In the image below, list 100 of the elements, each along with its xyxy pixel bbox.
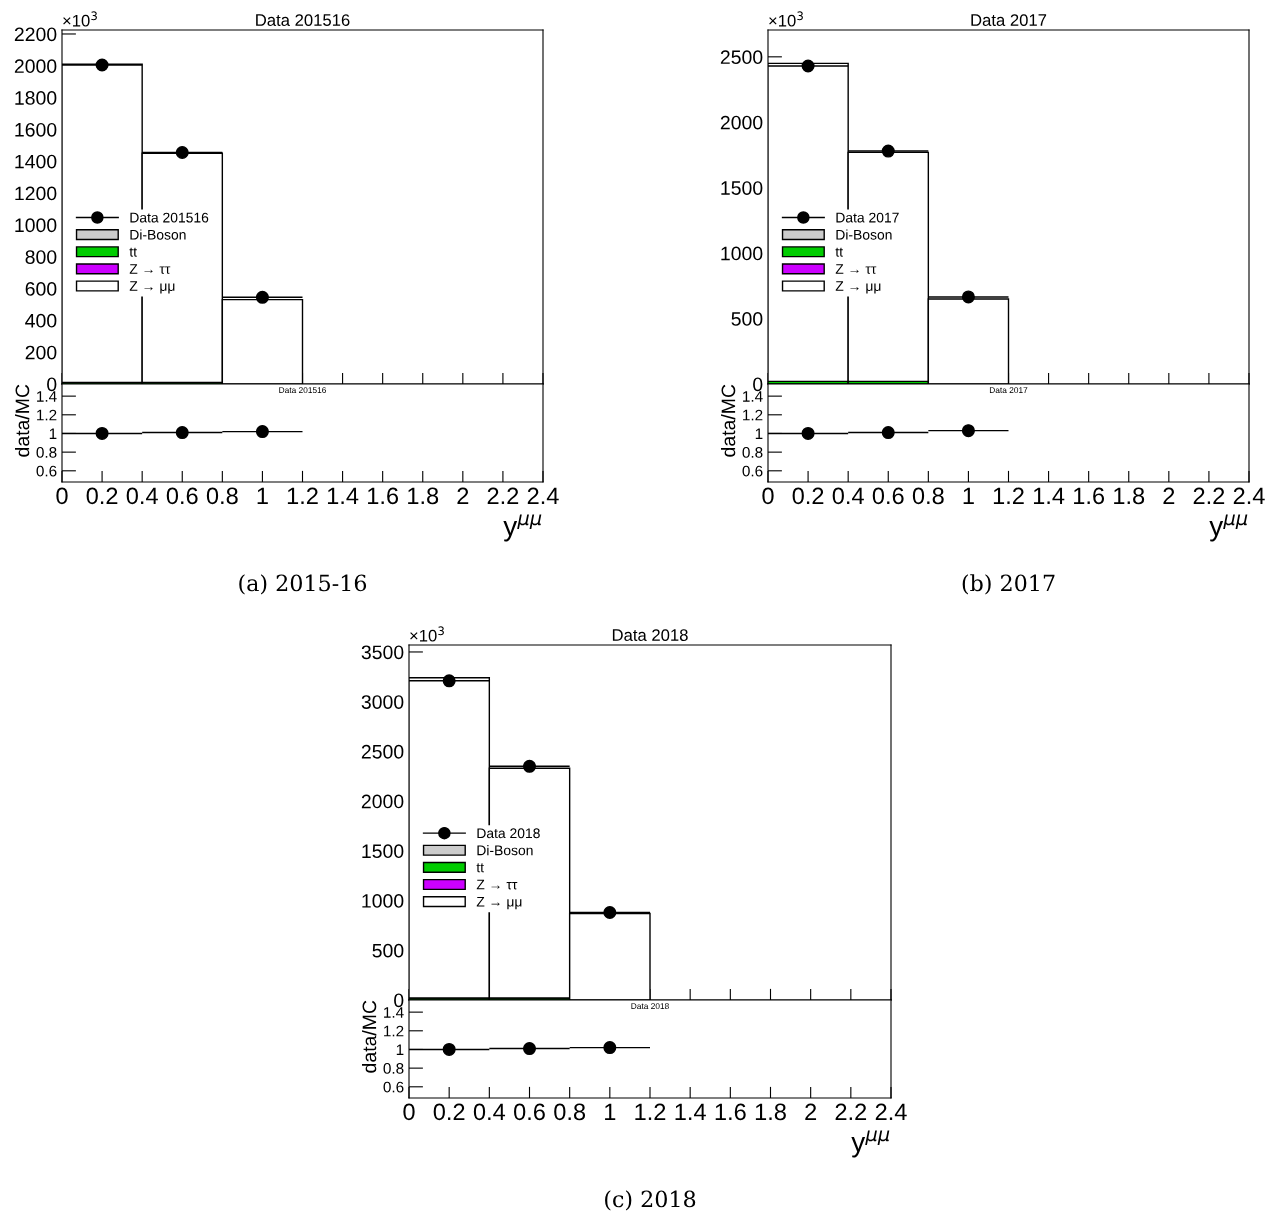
y-tick-label: 3000 bbox=[361, 695, 404, 709]
legend-label: tt bbox=[476, 863, 484, 873]
y-tick-label: 500 bbox=[372, 943, 404, 958]
y-tick-label: 2500 bbox=[720, 50, 763, 65]
x-tick-label: 1.4 bbox=[1033, 487, 1065, 504]
legend-label: Z → μμ bbox=[129, 281, 175, 294]
y-tick-label: 1.2 bbox=[37, 409, 57, 421]
x-tick-label: 1 bbox=[963, 487, 974, 504]
annotation: Data 2017 bbox=[989, 387, 1028, 394]
x-tick-label: 0.2 bbox=[792, 487, 824, 505]
x-tick-label: 0.6 bbox=[166, 487, 198, 505]
text: (a) 2015-16 bbox=[239, 574, 367, 595]
x-tick-label: 2.4 bbox=[527, 487, 559, 504]
y-tick-label: 400 bbox=[25, 313, 57, 328]
y-tick-label: 1 bbox=[755, 428, 763, 439]
text: ×10$^{3}$ bbox=[410, 626, 444, 642]
y-tick-label: 1000 bbox=[721, 246, 763, 261]
y-tick-label: 2000 bbox=[720, 115, 763, 130]
x-tick-label: 1.4 bbox=[327, 487, 359, 504]
legend-label: Data 2018 bbox=[477, 828, 540, 839]
text: ×10$^{3}$ bbox=[63, 11, 97, 27]
y-tick-label: 2500 bbox=[361, 744, 404, 759]
text: ×10$^{3}$ bbox=[769, 11, 803, 27]
x-tick-label: 0.4 bbox=[832, 487, 864, 505]
y-tick-label: 600 bbox=[25, 282, 57, 296]
y-tick-label: 1.4 bbox=[743, 391, 763, 402]
x-tick-label: 2 bbox=[1163, 487, 1175, 504]
legend-label: Di-Boson bbox=[836, 229, 892, 240]
x-axis-title: y$^{μμ}$ bbox=[503, 514, 542, 542]
x-tick-label: 0.6 bbox=[872, 487, 904, 505]
chart-title: Data 2017 bbox=[971, 14, 1047, 26]
y-tick-label: 800 bbox=[25, 250, 57, 264]
legend-label: Z → μμ bbox=[835, 281, 881, 294]
y-tick-label: 1 bbox=[49, 428, 57, 439]
chart-title: Data 2018 bbox=[612, 629, 688, 641]
y-tick-label: 1400 bbox=[15, 154, 57, 169]
x-tick-label: 1.8 bbox=[1114, 487, 1145, 505]
y-tick-label: 1500 bbox=[721, 181, 763, 195]
x-tick-label: 1 bbox=[257, 487, 268, 504]
y-axis-title: data/MC bbox=[15, 384, 30, 457]
y-tick-label: 1000 bbox=[15, 218, 57, 233]
legend-label: Di-Boson bbox=[477, 845, 533, 856]
x-tick-label: 0.2 bbox=[433, 1103, 465, 1121]
x-axis-title: y$^{μμ}$ bbox=[1209, 514, 1248, 542]
legend-label: Z → μμ bbox=[476, 896, 522, 910]
chart-title: Data 201516 bbox=[256, 14, 350, 26]
x-tick-label: 1.6 bbox=[715, 1103, 746, 1121]
x-tick-label: 0.4 bbox=[126, 487, 158, 505]
x-tick-label: 0.8 bbox=[554, 1103, 586, 1121]
y-tick-label: 1.2 bbox=[384, 1025, 404, 1037]
y-tick-label: 1500 bbox=[362, 844, 404, 859]
y-tick-label: 0.8 bbox=[36, 447, 57, 458]
x-tick-label: 1.6 bbox=[1074, 487, 1105, 505]
y-tick-label: 1600 bbox=[15, 122, 57, 137]
x-tick-label: 0.6 bbox=[514, 1103, 545, 1121]
x-tick-label: 2.2 bbox=[1193, 487, 1225, 504]
y-tick-label: 0.6 bbox=[383, 1081, 404, 1093]
text: (b) 2017 bbox=[962, 574, 1055, 595]
y-tick-label: 2200 bbox=[14, 27, 57, 42]
y-tick-label: 2000 bbox=[361, 794, 404, 809]
x-tick-label: 0.8 bbox=[912, 487, 944, 505]
x-tick-label: 0.2 bbox=[86, 487, 118, 505]
x-tick-label: 1 bbox=[605, 1103, 616, 1120]
text: (c) 2018 bbox=[605, 1190, 696, 1211]
annotation: Data 201516 bbox=[279, 387, 326, 394]
legend-label: Z → ττ bbox=[129, 264, 171, 274]
y-tick-label: 1000 bbox=[362, 894, 404, 908]
x-tick-label: 1.2 bbox=[993, 487, 1024, 504]
legend-label: Data 2017 bbox=[836, 212, 899, 223]
legend-label: Z → ττ bbox=[835, 264, 877, 274]
y-axis-title: data/MC bbox=[721, 384, 736, 457]
x-tick-label: 1.8 bbox=[755, 1103, 786, 1121]
x-tick-label: 2 bbox=[805, 1103, 817, 1120]
y-tick-label: 0.6 bbox=[36, 465, 57, 477]
y-tick-label: 1 bbox=[396, 1044, 404, 1055]
y-tick-label: 500 bbox=[731, 312, 763, 326]
y-tick-label: 1200 bbox=[15, 186, 57, 201]
x-tick-label: 2.2 bbox=[487, 487, 519, 504]
y-tick-label: 0 bbox=[47, 377, 57, 392]
y-tick-label: 1800 bbox=[15, 91, 57, 105]
y-tick-label: 0 bbox=[394, 993, 404, 1008]
x-tick-label: 1.4 bbox=[675, 1103, 706, 1120]
x-tick-label: 0.4 bbox=[473, 1103, 506, 1121]
x-tick-label: 2.4 bbox=[1233, 487, 1265, 504]
x-tick-label: 0.8 bbox=[206, 487, 238, 505]
legend-label: Di-Boson bbox=[130, 229, 186, 240]
x-tick-label: 2.2 bbox=[835, 1103, 867, 1120]
y-axis-title: data/MC bbox=[362, 1000, 377, 1073]
y-tick-label: 0 bbox=[753, 377, 763, 392]
x-tick-label: 2 bbox=[457, 487, 469, 504]
legend-label: tt bbox=[129, 247, 137, 257]
x-tick-label: 1.6 bbox=[368, 487, 399, 505]
legend-label: Data 201516 bbox=[130, 212, 209, 223]
y-tick-label: 0.8 bbox=[742, 447, 763, 458]
x-tick-label: 1.2 bbox=[287, 487, 318, 504]
y-tick-label: 3500 bbox=[361, 645, 404, 660]
y-tick-label: 1.4 bbox=[37, 391, 57, 402]
annotation: Data 2018 bbox=[631, 1003, 669, 1010]
x-tick-label: 1.8 bbox=[408, 487, 439, 505]
x-axis-title: y$^{μμ}$ bbox=[851, 1130, 890, 1158]
